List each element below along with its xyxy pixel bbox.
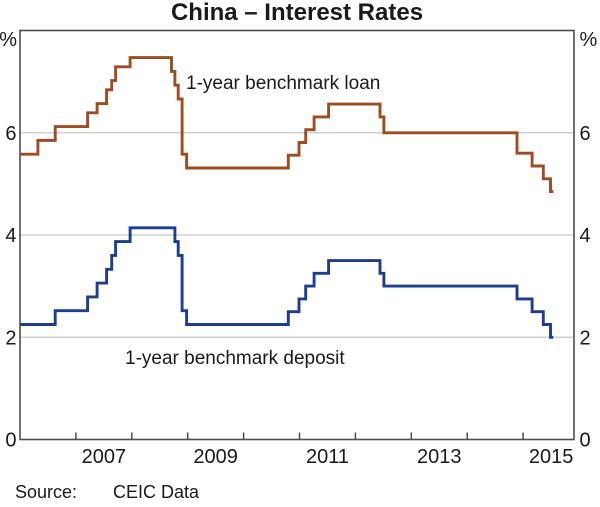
series-line-loan	[20, 56, 554, 193]
y-axis-unit-left: %	[0, 29, 17, 51]
source-value: CEIC Data	[113, 482, 200, 502]
series-label-loan: 1-year benchmark loan	[186, 73, 380, 94]
x-axis-ticks	[75, 432, 524, 440]
x-axis-labels: 2007 2009 2011 2013 2015	[82, 446, 574, 468]
y-label-left-4: 4	[5, 225, 16, 247]
series-label-deposit: 1-year benchmark deposit	[125, 348, 345, 369]
chart-title: China – Interest Rates	[171, 0, 423, 26]
y-label-right-2: 2	[580, 327, 591, 349]
series-lines	[20, 56, 554, 339]
y-label-right-0: 0	[580, 430, 591, 452]
plot-border	[19, 29, 575, 441]
y-label-right-6: 6	[580, 123, 591, 145]
series-line-deposit	[20, 226, 554, 339]
gridlines	[20, 132, 574, 338]
y-axis-labels-left: 0 2 4 6	[5, 123, 16, 452]
y-axis-labels-right: 0 2 4 6	[580, 123, 591, 452]
x-label-2015: 2015	[529, 446, 574, 468]
x-label-2013: 2013	[417, 446, 462, 468]
source-label: Source:	[15, 482, 77, 502]
y-axis-unit-right: %	[580, 29, 598, 51]
x-label-2007: 2007	[82, 446, 127, 468]
y-label-right-4: 4	[580, 225, 591, 247]
y-label-left-0: 0	[5, 430, 16, 452]
x-label-2009: 2009	[193, 446, 238, 468]
x-label-2011: 2011	[306, 446, 349, 468]
y-label-left-2: 2	[5, 327, 16, 349]
y-label-left-6: 6	[5, 123, 16, 145]
